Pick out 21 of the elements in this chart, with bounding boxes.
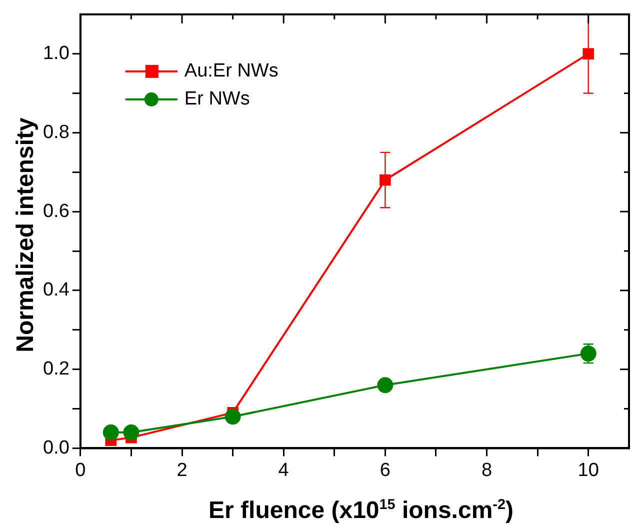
- x-tick-label: 8: [481, 460, 492, 481]
- x-axis-title: Er fluence (x10$^{15}$ ions.cm$^{-2}$): [208, 497, 514, 525]
- point: [102, 424, 119, 440]
- x-tick-label: 4: [278, 460, 290, 481]
- y-tick-label: 1.0: [42, 43, 70, 64]
- y-tick-label: 0.4: [42, 280, 70, 301]
- point: [582, 48, 594, 60]
- legend-label: Er NWs: [184, 88, 250, 110]
- point: [377, 377, 394, 394]
- x-tick-label: 2: [176, 460, 188, 481]
- y-tick-label: 0.6: [42, 200, 70, 222]
- y-axis-title: Normalized intensity: [12, 118, 40, 352]
- x-tick-label: 0: [75, 460, 86, 481]
- legend-label: Au:Er NWs: [184, 60, 278, 82]
- x-tick-label: 6: [380, 460, 390, 481]
- x-tick-label: 10: [578, 460, 599, 481]
- point: [224, 408, 241, 425]
- point: [123, 424, 140, 440]
- y-tick-label: 0.2: [42, 358, 70, 380]
- y-tick-label: 0.8: [42, 122, 70, 143]
- y-tick-label: 0.0: [42, 437, 70, 458]
